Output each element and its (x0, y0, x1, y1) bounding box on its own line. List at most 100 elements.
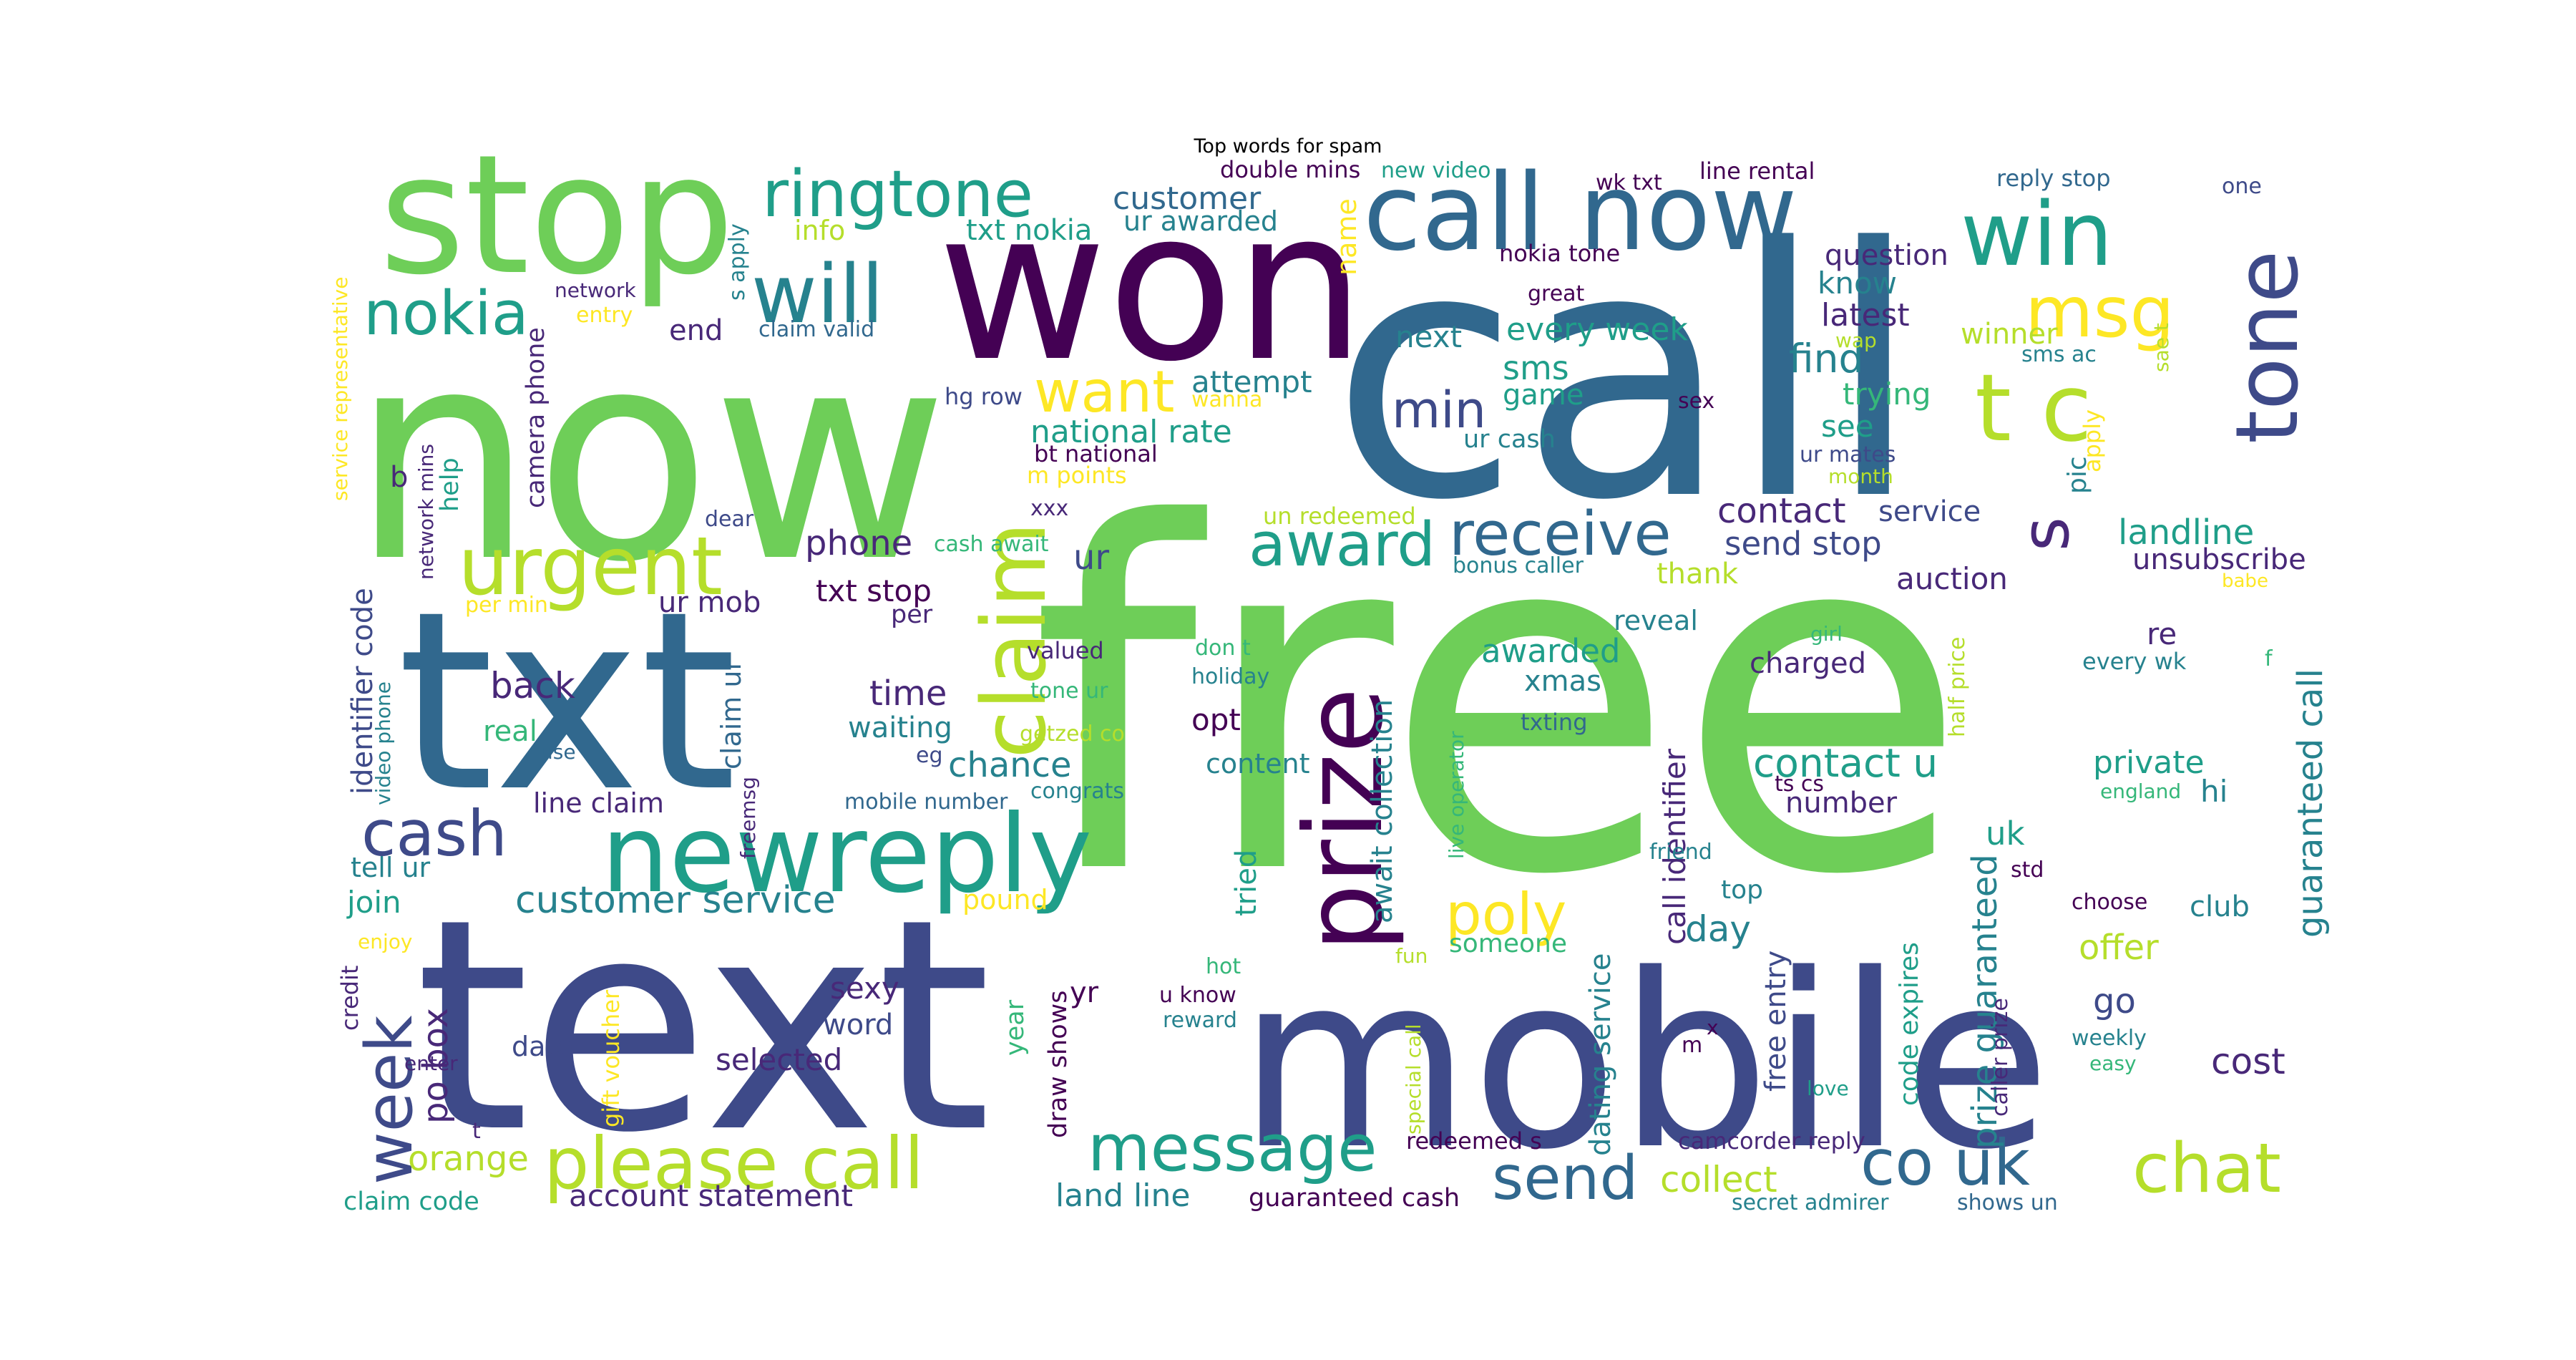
word-claim-code: claim code (343, 1187, 479, 1216)
word-urgent: urgent (458, 520, 723, 613)
word-credit: credit (336, 966, 364, 1031)
word-top: top (1721, 875, 1763, 905)
word-m: m (1682, 1033, 1702, 1058)
word-min: min (1392, 381, 1486, 439)
word-wap: wap (1835, 329, 1877, 352)
word-day: day (1685, 908, 1751, 950)
word-waiting: waiting (848, 711, 952, 744)
word-ts-cs: ts cs (1775, 772, 1824, 797)
word-guaranteed-cash: guaranteed cash (1249, 1184, 1460, 1213)
word-contact: contact (1717, 491, 1846, 531)
word-draw-shows: draw shows (1044, 991, 1073, 1139)
word-award: award (1249, 510, 1435, 581)
word-pic: pic (2063, 456, 2092, 494)
word-special-call: special call (1402, 1024, 1425, 1135)
word-date: date (512, 1031, 573, 1062)
word-will: will (751, 248, 884, 341)
word-yr: yr (1070, 976, 1099, 1009)
word-prize: prize (1282, 687, 1407, 952)
word-one: one (2222, 174, 2262, 199)
word-free-entry: free entry (1760, 951, 1792, 1092)
word-customer: customer (1113, 180, 1262, 217)
word-xxx: xxx (1030, 496, 1068, 521)
word-question: question (1825, 239, 1948, 272)
word-love: love (1807, 1077, 1849, 1100)
word-cost: cost (2211, 1041, 2285, 1082)
word-claim-ur: claim ur (716, 659, 747, 769)
word-landline: landline (2118, 513, 2254, 553)
word-newreply: newreply (601, 792, 1092, 917)
word-every-week: every week (1506, 311, 1688, 348)
word-sex: sex (1678, 389, 1714, 414)
word-use: use (540, 740, 576, 764)
word-dating-service: dating service (1584, 953, 1617, 1156)
word-tried: tried (1230, 850, 1263, 916)
word-mobile-number: mobile number (844, 790, 1008, 815)
word-girl: girl (1810, 622, 1843, 646)
word-every-wk: every wk (2082, 648, 2187, 675)
word-call-now: call now (1363, 151, 1797, 274)
word-msg: msg (2025, 272, 2175, 354)
word-stop: stop (379, 120, 735, 311)
word-selected: selected (716, 1042, 842, 1077)
word-send: send (1492, 1143, 1638, 1214)
word-service-representative: service representative (328, 277, 352, 501)
word-un-redeemed: un redeemed (1263, 502, 1416, 530)
word-dear: dear (705, 507, 754, 532)
word-line-claim: line claim (533, 787, 664, 819)
word-attempt: attempt (1191, 364, 1312, 399)
word-claim-valid: claim valid (758, 317, 874, 342)
word-guaranteed-call: guaranteed call (2290, 669, 2331, 938)
word-hg-row: hg row (945, 383, 1023, 410)
word-call: call (1331, 175, 1921, 575)
word-won: won (937, 166, 1365, 407)
chart-title: Top words for spam (1194, 135, 1382, 157)
word-send-stop: send stop (1724, 525, 1882, 563)
word-mobile: mobile (1238, 923, 2051, 1203)
word-national-rate: national rate (1030, 414, 1232, 450)
word-secret-admirer: secret admirer (1732, 1190, 1889, 1215)
word-fun: fun (1395, 944, 1428, 968)
word-trying: trying (1843, 377, 1931, 412)
word-std: std (2011, 858, 2044, 883)
word-reveal: reveal (1614, 605, 1698, 636)
word-bt-national: bt national (1034, 440, 1158, 467)
word-per: per (891, 601, 933, 629)
word-nokia-tone: nokia tone (1499, 240, 1620, 267)
word-receive: receive (1449, 499, 1672, 570)
word-latest: latest (1821, 297, 1910, 334)
word-poly: poly (1445, 881, 1566, 948)
word-private: private (2093, 744, 2205, 781)
word-f: f (2265, 646, 2273, 671)
word-england: england (2100, 779, 2181, 803)
word-reward: reward (1163, 1008, 1237, 1033)
word-b: b (390, 461, 408, 494)
word-txt-stop: txt stop (816, 573, 932, 608)
word-u-know: u know (1159, 983, 1236, 1008)
word-month: month (1828, 465, 1893, 488)
word-weekly: weekly (2072, 1026, 2147, 1051)
word-s-apply: s apply (725, 223, 750, 301)
word-easy: easy (2089, 1051, 2137, 1075)
word-collect: collect (1660, 1159, 1777, 1200)
word-ur-awarded: ur awarded (1123, 205, 1278, 237)
word-account-statement: account statement (569, 1178, 853, 1213)
word-m-points: m points (1027, 462, 1127, 489)
word-live-operator: live operator (1445, 731, 1468, 859)
word-club: club (2190, 890, 2250, 923)
word-video-phone: video phone (371, 681, 395, 805)
word-auction: auction (1896, 561, 2008, 596)
word-know: know (1818, 266, 1897, 301)
word-per-min: per min (465, 593, 548, 618)
word-phone: phone (805, 523, 912, 563)
word-caller-prize: caller prize (1988, 998, 2013, 1117)
word-holiday: holiday (1191, 664, 1269, 689)
word-game: game (1503, 379, 1584, 412)
word-hot: hot (1206, 954, 1241, 979)
word-word: word (823, 1009, 893, 1041)
word-help: help (436, 457, 464, 512)
word-year: year (1001, 999, 1030, 1056)
word-sms: sms (1503, 349, 1569, 387)
word-someone: someone (1449, 929, 1567, 958)
word-ur: ur (1073, 538, 1109, 578)
